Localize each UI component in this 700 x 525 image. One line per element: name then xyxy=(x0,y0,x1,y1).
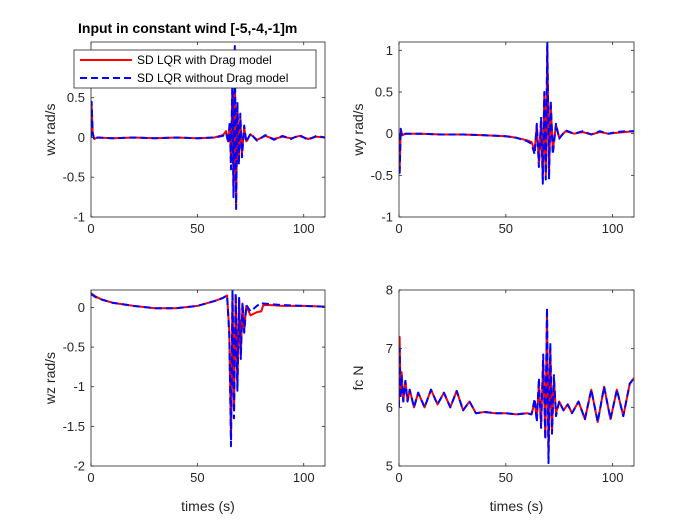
y-tick-label: -0.5 xyxy=(371,168,393,183)
series-group-4 xyxy=(399,306,634,465)
series-group-2 xyxy=(399,42,634,185)
y-tick-label: 0 xyxy=(78,130,85,145)
x-tick-label: 50 xyxy=(499,470,513,485)
axes-frame xyxy=(398,41,635,218)
y-axis-label: fc N xyxy=(350,366,366,391)
axes-frame xyxy=(90,41,326,218)
y-axis-label: wy rad/s xyxy=(350,103,366,156)
y-tick-label: 8 xyxy=(386,283,393,298)
legend-box xyxy=(73,49,317,89)
y-tick-label: -1 xyxy=(73,210,85,225)
plot-area xyxy=(399,290,634,466)
plot-area xyxy=(399,42,634,217)
y-tick-label: 0 xyxy=(386,126,393,141)
x-tick-label: 100 xyxy=(293,470,315,485)
y-tick-label: 6 xyxy=(386,400,393,415)
x-tick-label: 0 xyxy=(87,470,94,485)
x-tick-label: 0 xyxy=(87,221,94,236)
x-tick-label: 50 xyxy=(190,221,204,236)
x-tick-label: 0 xyxy=(395,221,402,236)
legend-label-series2: SD LQR without Drag model xyxy=(137,71,288,85)
axes-frame xyxy=(90,289,326,467)
series-line-2 xyxy=(399,42,634,185)
subplot-3: 0 50 100 -2 -1.5 -1 -0.5 0 wz rad/s times (s) xyxy=(42,289,326,514)
subplot-4: 0 50 100 5 6 7 8 fc N times (s) xyxy=(350,283,635,514)
series-line-2 xyxy=(91,45,325,210)
series-line-2 xyxy=(399,306,634,465)
subplot-2: 0 50 100 -1 -0.5 0 0.5 1 wy rad/s xyxy=(350,41,635,236)
y-tick-label: -1.5 xyxy=(63,419,85,434)
series-group-3 xyxy=(91,290,325,448)
y-axis-label: wx rad/s xyxy=(42,103,58,156)
x-tick-label: 0 xyxy=(395,470,402,485)
plot-area xyxy=(91,290,325,466)
figure-title: Input in constant wind [-5,-4,-1]m xyxy=(78,20,297,36)
axes-frame xyxy=(398,289,635,467)
legend: SD LQR with Drag model SD LQR without Dr… xyxy=(73,49,317,89)
y-tick-label: -0.5 xyxy=(63,170,85,185)
x-tick-label: 50 xyxy=(499,221,513,236)
y-tick-label: 0.5 xyxy=(67,90,85,105)
x-tick-label: 100 xyxy=(602,221,624,236)
y-tick-label: 0 xyxy=(78,300,85,315)
y-tick-label: -2 xyxy=(73,459,85,474)
series-line-2 xyxy=(91,290,325,448)
x-tick-label: 100 xyxy=(602,470,624,485)
y-tick-label: -1 xyxy=(381,210,393,225)
x-tick-label: 100 xyxy=(293,221,315,236)
y-axis-label: wz rad/s xyxy=(42,352,58,405)
y-tick-label: 5 xyxy=(386,459,393,474)
y-tick-label: 7 xyxy=(386,341,393,356)
y-tick-label: 1 xyxy=(386,43,393,58)
series-group-1 xyxy=(91,45,325,210)
y-tick-label: -0.5 xyxy=(63,340,85,355)
x-axis-label: times (s) xyxy=(490,498,544,514)
x-axis-label: times (s) xyxy=(181,498,235,514)
y-tick-label: -1 xyxy=(73,379,85,394)
legend-label-series1: SD LQR with Drag model xyxy=(137,53,272,67)
x-tick-label: 50 xyxy=(190,470,204,485)
y-tick-label: 0.5 xyxy=(375,85,393,100)
